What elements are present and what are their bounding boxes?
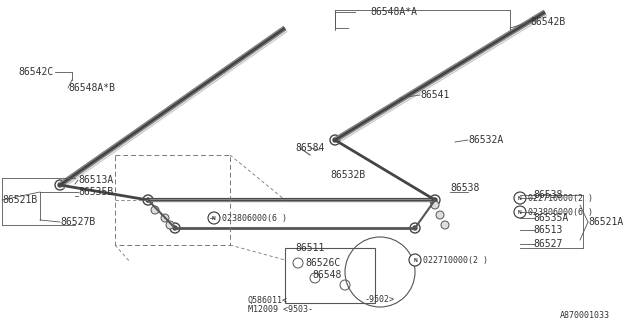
Circle shape [409, 254, 421, 266]
Text: 86535B: 86535B [78, 187, 113, 197]
Circle shape [143, 195, 153, 205]
Text: 86538: 86538 [533, 190, 563, 200]
Text: N: N [212, 215, 216, 220]
Circle shape [430, 195, 440, 205]
Text: A870001033: A870001033 [560, 310, 610, 319]
Circle shape [170, 223, 180, 233]
Text: 86513A: 86513A [78, 175, 113, 185]
Text: 86511: 86511 [295, 243, 324, 253]
Text: 86532A: 86532A [468, 135, 503, 145]
Text: 86538: 86538 [450, 183, 479, 193]
Circle shape [433, 198, 437, 202]
Text: 86526C: 86526C [305, 258, 340, 268]
Text: 86521B: 86521B [2, 195, 37, 205]
Bar [285, 248, 375, 303]
Text: 022710000(2 ): 022710000(2 ) [528, 194, 593, 203]
Text: 86542B: 86542B [530, 17, 565, 27]
Text: 86548A*B: 86548A*B [68, 83, 115, 93]
Text: N: N [518, 210, 522, 214]
Circle shape [208, 212, 220, 224]
Circle shape [173, 226, 177, 230]
Text: 86527B: 86527B [60, 217, 95, 227]
Circle shape [514, 206, 526, 218]
Text: 86532B: 86532B [330, 170, 365, 180]
Text: 86513: 86513 [533, 225, 563, 235]
Circle shape [410, 223, 420, 233]
Circle shape [514, 192, 526, 204]
Text: 86542C: 86542C [18, 67, 53, 77]
Text: -9502>: -9502> [365, 295, 395, 305]
Text: N: N [413, 258, 417, 262]
Circle shape [431, 201, 439, 209]
Text: N: N [518, 196, 522, 201]
Text: 86548A*A: 86548A*A [370, 7, 417, 17]
Text: 023806000(6 ): 023806000(6 ) [528, 207, 593, 217]
Text: 86541: 86541 [420, 90, 449, 100]
Circle shape [58, 183, 62, 187]
Text: 86521A: 86521A [588, 217, 623, 227]
Text: M12009 <9503-: M12009 <9503- [248, 306, 313, 315]
Text: 023806000(6 ): 023806000(6 ) [222, 213, 287, 222]
Text: Q586011<: Q586011< [248, 295, 288, 305]
Text: 86535A: 86535A [533, 213, 568, 223]
Circle shape [413, 226, 417, 230]
Circle shape [166, 221, 174, 229]
Circle shape [441, 221, 449, 229]
Circle shape [55, 180, 65, 190]
Text: 86584: 86584 [295, 143, 324, 153]
Text: 86527: 86527 [533, 239, 563, 249]
Circle shape [151, 206, 159, 214]
Text: 86548: 86548 [312, 270, 341, 280]
Circle shape [333, 138, 337, 142]
Circle shape [330, 135, 340, 145]
Circle shape [161, 214, 169, 222]
Circle shape [146, 198, 150, 202]
Circle shape [436, 211, 444, 219]
Text: 022710000(2 ): 022710000(2 ) [423, 255, 488, 265]
